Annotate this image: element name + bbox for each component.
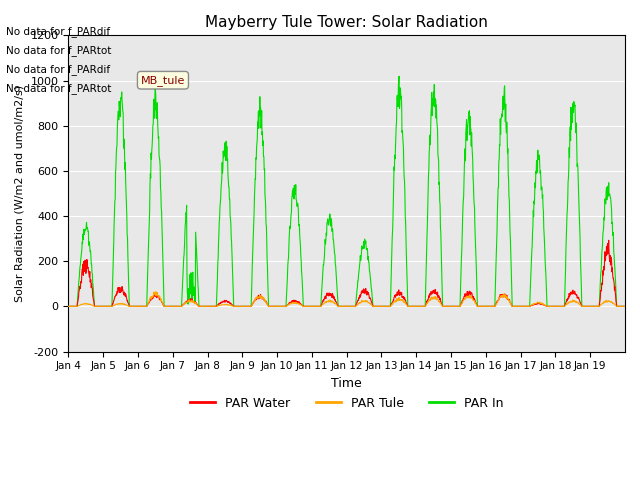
Text: No data for f_PARtot: No data for f_PARtot (6, 83, 112, 94)
Text: No data for f_PARtot: No data for f_PARtot (6, 45, 112, 56)
X-axis label: Time: Time (332, 377, 362, 390)
Text: MB_tule: MB_tule (141, 75, 185, 85)
Y-axis label: Solar Radiation (W/m2 and umol/m2/s): Solar Radiation (W/m2 and umol/m2/s) (15, 85, 25, 302)
Text: No data for f_PARdif: No data for f_PARdif (6, 25, 111, 36)
Title: Mayberry Tule Tower: Solar Radiation: Mayberry Tule Tower: Solar Radiation (205, 15, 488, 30)
Text: No data for f_PARdif: No data for f_PARdif (6, 64, 111, 75)
Legend: PAR Water, PAR Tule, PAR In: PAR Water, PAR Tule, PAR In (186, 392, 508, 415)
